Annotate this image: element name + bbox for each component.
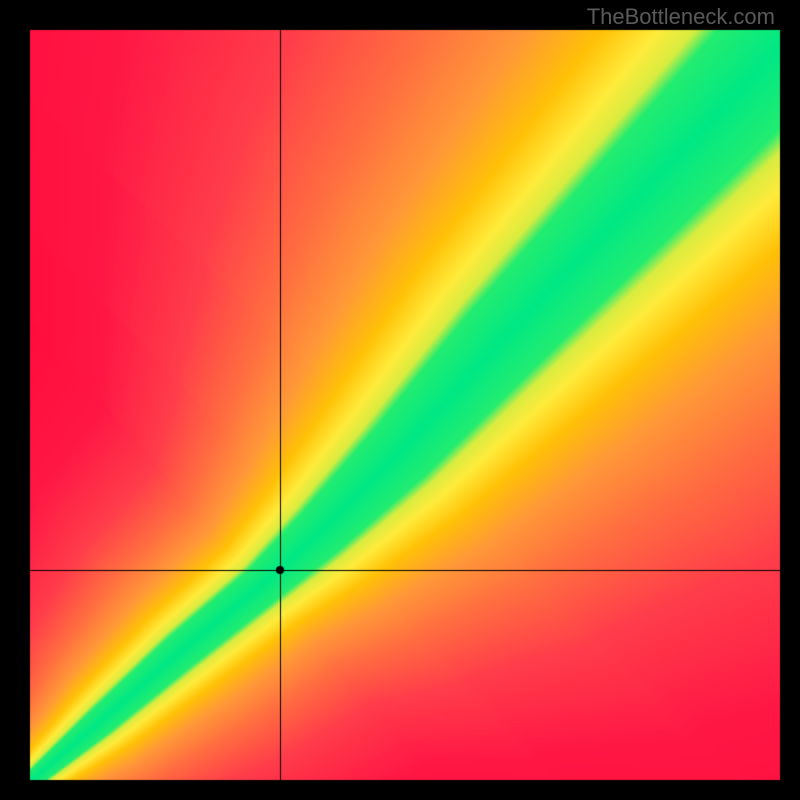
bottleneck-heatmap (0, 0, 800, 800)
watermark-text: TheBottleneck.com (587, 4, 775, 30)
